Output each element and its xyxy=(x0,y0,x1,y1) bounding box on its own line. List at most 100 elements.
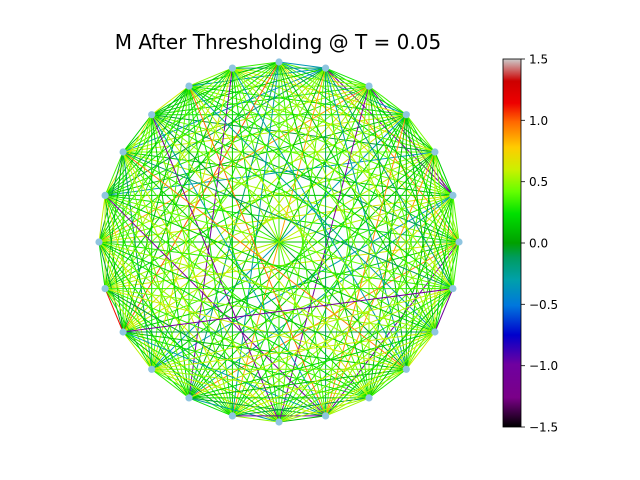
network-edge xyxy=(104,85,190,196)
network-edge xyxy=(368,85,407,116)
network-edge xyxy=(104,151,124,289)
network-edge xyxy=(151,114,436,333)
chart-title: M After Thresholding @ T = 0.05 xyxy=(115,30,441,54)
network-edge xyxy=(151,85,190,116)
network-edge xyxy=(188,67,326,87)
network-edge xyxy=(325,331,436,417)
network-edge xyxy=(232,397,370,417)
network-edge xyxy=(104,195,370,399)
network-edge xyxy=(151,288,454,370)
network-edge xyxy=(104,61,280,196)
colorbar-ticks: 1.5 1.0 0.5 0.0 −0.5 −1.0 −1.5 xyxy=(521,53,558,435)
network-edge xyxy=(325,67,407,370)
network-edge xyxy=(98,114,407,243)
network-edge xyxy=(278,61,370,399)
network-node-17 xyxy=(228,412,236,420)
network-node-14 xyxy=(119,328,127,336)
network-edge xyxy=(188,85,407,370)
network-edge xyxy=(122,331,190,399)
network-edge xyxy=(325,67,436,333)
network-edge xyxy=(188,85,327,417)
network-node-7 xyxy=(228,64,236,72)
network-edge xyxy=(188,86,233,416)
network-edge xyxy=(405,114,460,243)
network-edge xyxy=(105,288,435,333)
network-edge xyxy=(122,331,233,417)
network-node-12 xyxy=(95,238,103,246)
network-edge xyxy=(122,331,370,399)
network-edge xyxy=(278,61,407,116)
network-edge xyxy=(278,61,326,69)
network-edge xyxy=(232,67,370,87)
network-node-16 xyxy=(185,394,193,402)
network-node-23 xyxy=(449,285,457,293)
network-edge xyxy=(278,61,407,370)
network-edge xyxy=(151,368,370,399)
colorbar-tick-label: −0.5 xyxy=(529,298,558,312)
network-edge xyxy=(151,114,454,290)
network-edge xyxy=(151,368,280,423)
network-edge xyxy=(104,195,153,370)
network-edge xyxy=(188,85,280,423)
network-edge xyxy=(452,241,460,289)
network-edge xyxy=(151,85,370,370)
network-edge xyxy=(104,195,124,333)
network-edge xyxy=(104,151,436,290)
network-edge xyxy=(405,288,454,370)
network-edge xyxy=(188,114,407,399)
network-edge xyxy=(123,151,453,196)
network-edge xyxy=(278,68,327,423)
network-edge xyxy=(98,114,153,243)
network-node-4 xyxy=(365,82,373,90)
network-edge xyxy=(98,241,453,290)
network-edge xyxy=(278,61,436,333)
network-edge xyxy=(98,194,453,243)
network-edge xyxy=(188,85,407,116)
network-edge xyxy=(405,114,454,289)
network-edge xyxy=(278,288,454,423)
network-edge xyxy=(325,67,454,289)
network-edge xyxy=(104,194,407,370)
network-edge xyxy=(452,195,460,243)
network-edge xyxy=(368,195,454,399)
network-edge xyxy=(151,114,233,417)
network-edge xyxy=(122,151,370,399)
network-edge xyxy=(98,241,436,333)
network-edge xyxy=(278,368,407,423)
network-edge xyxy=(232,368,407,417)
network-node-11 xyxy=(101,191,109,199)
network-edge xyxy=(188,368,407,399)
network-edge xyxy=(188,85,454,289)
network-edge xyxy=(98,195,106,243)
network-edge xyxy=(122,114,153,153)
network-edge xyxy=(368,368,407,399)
network-edge xyxy=(122,67,326,153)
network-edge xyxy=(151,114,327,417)
network-edge xyxy=(232,61,280,69)
network-edge xyxy=(122,331,326,417)
network-edge xyxy=(151,114,280,423)
network-edge xyxy=(325,397,370,417)
network-edge xyxy=(278,61,327,416)
network-edge xyxy=(188,288,454,399)
network-edge xyxy=(231,67,407,370)
network-edge xyxy=(151,151,436,370)
network-edges xyxy=(98,61,460,423)
network-node-6 xyxy=(275,58,283,66)
network-edge xyxy=(151,368,190,399)
network-edge xyxy=(98,241,106,289)
network-edge xyxy=(122,194,454,333)
network-edge xyxy=(278,114,407,423)
network-edge xyxy=(104,195,326,417)
network-edge xyxy=(434,151,454,196)
network-node-20 xyxy=(365,394,373,402)
network-edge xyxy=(188,397,280,423)
network-edge xyxy=(188,68,233,398)
network-node-15 xyxy=(148,365,156,373)
network-edge xyxy=(232,288,454,417)
network-edge xyxy=(105,151,435,196)
network-edge xyxy=(405,331,436,370)
network-edge xyxy=(122,331,153,370)
network-edge xyxy=(231,67,370,399)
network-edge xyxy=(434,151,454,289)
